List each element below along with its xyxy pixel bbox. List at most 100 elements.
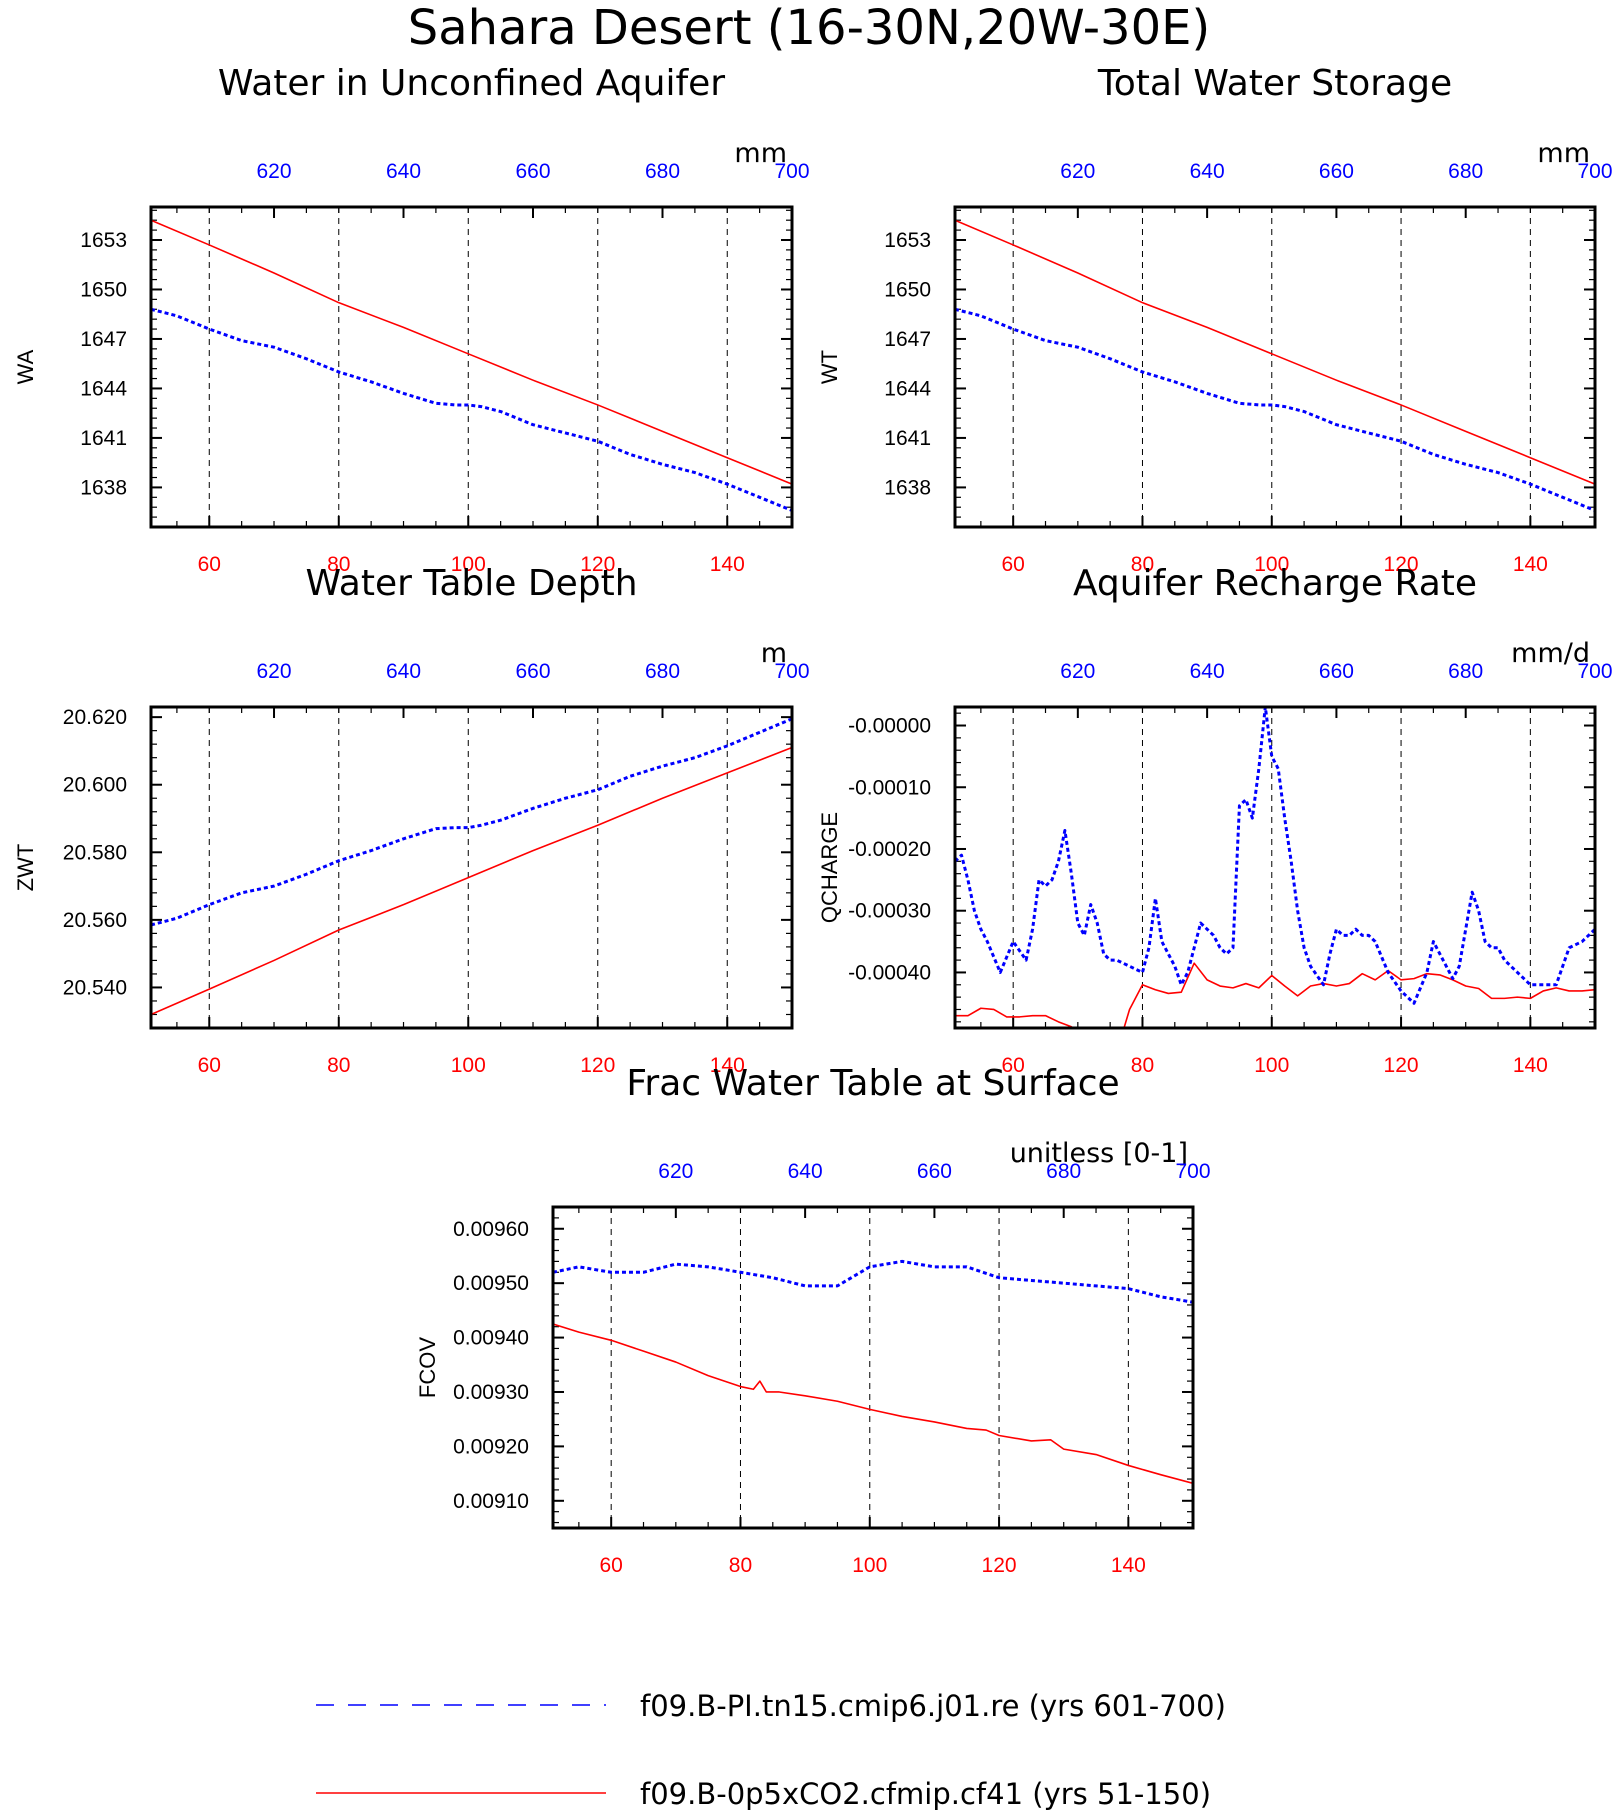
x-tick-label-bottom: 120 [982,1554,1017,1577]
y-tick-label: 1653 [884,229,931,252]
x-tick-label-top: 660 [917,1160,952,1183]
x-tick-label-bottom: 80 [327,1054,350,1077]
x-tick-label-top: 680 [645,660,680,683]
x-tick-label-top: 680 [645,160,680,183]
y-tick-label: 1641 [80,427,127,450]
y-tick-label: 20.600 [63,774,127,797]
x-tick-label-top: 640 [1190,660,1225,683]
panel-fcov: Frac Water Table at Surface unitless [0-1… [415,1063,1211,1577]
units-label: mm/d [1511,638,1590,669]
y-tick-label: 0.00930 [453,1381,529,1404]
x-tick-label-top: 660 [1319,660,1354,683]
x-tick-label-top: 620 [658,1160,693,1183]
panel-wt: Total Water Storage mm WT 1638 1641 1644 1647 1… [817,63,1613,576]
y-axis-label: ZWT [13,844,38,892]
x-tick-label-bottom: 120 [580,1054,615,1077]
panel-qcharge: Aquifer Recharge Rate mm/d QCHARGE -0.00040… [817,563,1613,1077]
y-axis-label: WA [13,349,38,384]
series-line-blue [955,307,1595,512]
y-tick-label: -0.00030 [848,900,931,923]
plot-frame [953,705,1597,1030]
plot-frame [149,705,794,1030]
y-axis-label: QCHARGE [817,812,842,923]
panel-title: Frac Water Table at Surface [626,1063,1119,1104]
y-axis-label: WT [817,350,842,384]
y-tick-label: 0.00910 [453,1490,529,1513]
y-tick-label: 20.580 [63,841,127,864]
series-line-red [553,1323,1193,1485]
x-tick-label-top: 660 [515,660,550,683]
x-tick-label-top: 620 [256,160,291,183]
x-tick-label-bottom: 80 [729,1554,752,1577]
legend: f09.B-PI.tn15.cmip6.j01.re (yrs 601-700)… [316,1689,1226,1811]
x-tick-label-top: 660 [515,160,550,183]
plot-frame [551,1205,1195,1530]
x-tick-label-top: 700 [1577,660,1612,683]
series-line-red [955,962,1595,1028]
x-tick-label-bottom: 100 [451,1054,486,1077]
x-tick-label-bottom: 60 [600,1554,623,1577]
legend-label-blue: f09.B-PI.tn15.cmip6.j01.re (yrs 601-700) [640,1689,1226,1723]
series-line-blue [151,307,792,512]
y-axis-label: FCOV [415,1337,440,1398]
x-tick-label-bottom: 140 [710,553,745,576]
panel-zwt: Water Table Depth m ZWT 20.540 20.560 20.580 2… [13,563,810,1077]
x-tick-label-bottom: 120 [1384,1054,1419,1077]
x-tick-label-bottom: 140 [1111,1554,1146,1577]
y-tick-label: 1638 [884,476,931,499]
panel-title: Aquifer Recharge Rate [1073,563,1477,604]
series-line-blue [151,717,792,927]
x-tick-label-bottom: 80 [1131,553,1154,576]
x-tick-label-top: 640 [386,660,421,683]
x-tick-label-top: 640 [1190,160,1225,183]
y-tick-label: -0.00020 [848,838,931,861]
units-label: mm [734,138,787,169]
x-tick-label-bottom: 140 [710,1054,745,1077]
x-tick-label-bottom: 80 [1131,1054,1154,1077]
x-tick-label-top: 700 [1577,160,1612,183]
series-line-red [955,219,1595,485]
x-tick-label-top: 680 [1448,160,1483,183]
x-tick-label-top: 660 [1319,160,1354,183]
x-tick-label-top: 640 [386,160,421,183]
x-tick-label-top: 620 [1060,660,1095,683]
x-tick-label-top: 640 [788,1160,823,1183]
x-tick-label-bottom: 60 [198,553,221,576]
units-label: m [761,638,787,669]
x-tick-label-bottom: 100 [1254,553,1289,576]
y-tick-label: -0.00040 [848,961,931,984]
y-tick-label: 1650 [884,278,931,301]
y-tick-label: 1647 [884,328,931,351]
series-line-red [151,746,792,1016]
x-tick-label-bottom: 100 [852,1554,887,1577]
x-tick-label-bottom: 60 [198,1054,221,1077]
x-tick-label-bottom: 80 [327,553,350,576]
y-tick-label: 1644 [80,377,127,400]
x-tick-label-top: 700 [774,160,809,183]
y-tick-label: 1644 [884,377,931,400]
x-tick-label-bottom: 60 [1002,1054,1025,1077]
panel-title: Water Table Depth [305,563,637,604]
units-label: unitless [0-1] [1010,1138,1188,1169]
y-tick-label: 0.00920 [453,1435,529,1458]
x-tick-label-top: 680 [1046,1160,1081,1183]
panel-title: Total Water Storage [1097,63,1452,104]
y-tick-label: -0.00000 [848,715,931,738]
y-tick-label: 20.620 [63,706,127,729]
x-tick-label-top: 700 [774,660,809,683]
x-tick-label-top: 620 [1060,160,1095,183]
series-line-blue [553,1259,1193,1304]
y-tick-label: 0.00940 [453,1327,529,1350]
y-tick-label: 1641 [884,427,931,450]
x-tick-label-top: 700 [1175,1160,1210,1183]
legend-label-red: f09.B-0p5xCO2.cfmip.cf41 (yrs 51-150) [640,1777,1211,1811]
series-line-red [151,219,792,485]
y-tick-label: 1647 [80,328,127,351]
y-tick-label: -0.00010 [848,776,931,799]
x-tick-label-bottom: 140 [1513,1054,1548,1077]
x-tick-label-bottom: 120 [1384,553,1419,576]
x-tick-label-top: 680 [1448,660,1483,683]
y-tick-label: 20.560 [63,909,127,932]
units-label: mm [1537,138,1590,169]
x-tick-label-top: 620 [256,660,291,683]
